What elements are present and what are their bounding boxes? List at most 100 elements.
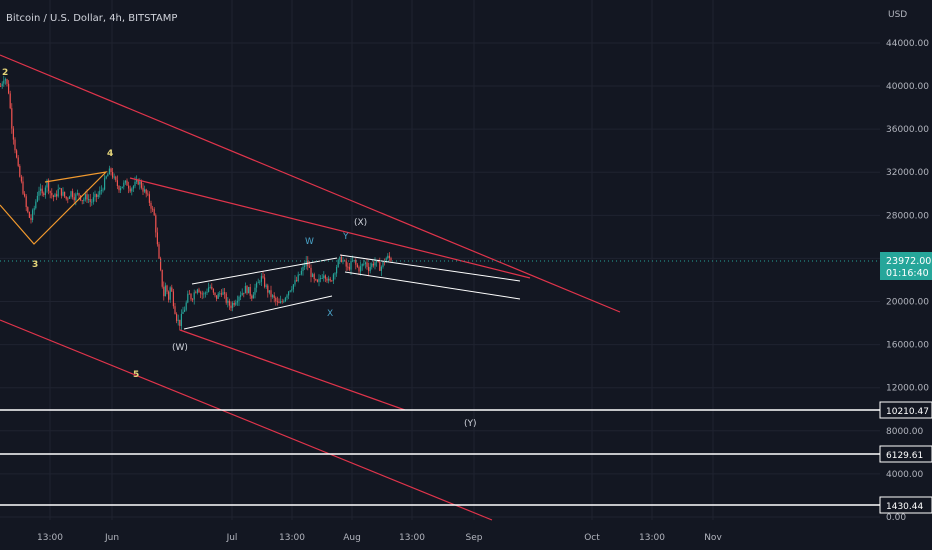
- candle-body-40: [64, 191, 66, 197]
- y-tick-1: 40000.00: [886, 82, 929, 92]
- y-tick-9: 8000.00: [886, 427, 923, 437]
- candle-body-131: [209, 286, 211, 288]
- orange-wave-lines: [0, 171, 108, 245]
- candle-body-199: [318, 278, 320, 282]
- candle-body-55: [88, 199, 90, 200]
- current-price-tag: 23972.00 01:16:40: [880, 252, 932, 280]
- candle-body-95: [152, 208, 154, 210]
- candle-body-136: [217, 293, 219, 299]
- wave-label-w: W: [305, 237, 314, 247]
- candle-body-34: [54, 194, 56, 198]
- candle-body-72: [115, 176, 117, 181]
- candle-body-111: [177, 319, 179, 321]
- candle-body-125: [200, 292, 202, 294]
- candle-body-29: [46, 180, 48, 188]
- candle-body-153: [244, 286, 246, 294]
- candle-body-185: [296, 280, 298, 282]
- candle-body-65: [104, 178, 106, 190]
- candle-body-162: [259, 281, 261, 283]
- candle-body-190: [304, 265, 306, 267]
- channel-middle-line: [129, 177, 531, 279]
- candle-body-127: [203, 293, 205, 295]
- candle-body-148: [236, 300, 238, 303]
- candle-body-139: [222, 292, 224, 295]
- candle-body-175: [280, 301, 282, 304]
- candle-body-138: [220, 293, 222, 295]
- candle-body-198: [316, 279, 318, 282]
- level-tag-3-bg: [879, 496, 932, 514]
- x-tick-3: 13:00: [279, 533, 305, 543]
- candle-body-63: [100, 190, 102, 191]
- candle-body-149: [238, 296, 240, 301]
- candle-body-164: [262, 276, 264, 278]
- candle-body-195: [312, 274, 314, 277]
- candle-body-51: [81, 200, 83, 202]
- candle-body-5: [8, 83, 10, 94]
- candle-body-31: [49, 191, 51, 193]
- candle-body-22: [35, 201, 37, 209]
- level-tag-2: 6129.61: [886, 451, 923, 461]
- candle-body-36: [57, 189, 59, 197]
- candle-body-13: [20, 176, 22, 182]
- wave-label-3: 3: [32, 260, 38, 270]
- candle-body-114: [182, 311, 184, 314]
- candle-body-212: [339, 256, 341, 260]
- flat-channel-top: [339, 254, 521, 282]
- candle-body-81: [129, 188, 131, 192]
- candle-body-173: [276, 301, 278, 303]
- candle-body-210: [336, 267, 338, 274]
- candle-body-96: [153, 209, 155, 216]
- candle-body-194: [310, 267, 312, 277]
- candle-body-90: [144, 189, 146, 192]
- candle-body-77: [123, 182, 125, 187]
- candle-body-3: [4, 79, 6, 81]
- x-tick-6: Sep: [466, 533, 483, 543]
- channel-bottom-line: [0, 319, 493, 521]
- candle-body-35: [56, 194, 58, 197]
- candle-body-188: [300, 270, 302, 275]
- candle-body-156: [249, 286, 251, 296]
- candle-body-222: [355, 259, 357, 265]
- candle-body-177: [283, 301, 285, 303]
- candle-body-39: [62, 191, 64, 196]
- wave-label-4: 4: [107, 149, 113, 159]
- x-tick-7: Oct: [584, 533, 600, 543]
- candle-body-8: [12, 128, 14, 140]
- candle-body-133: [212, 288, 214, 293]
- candle-body-116: [185, 302, 187, 310]
- orange-wave-1: [0, 171, 108, 245]
- candle-body-106: [169, 287, 171, 300]
- candle-body-124: [198, 289, 200, 293]
- candle-body-97: [155, 215, 157, 233]
- candle-body-241: [385, 258, 387, 263]
- candle-body-226: [361, 264, 363, 267]
- candle-body-75: [120, 188, 122, 191]
- rising-channel-top: [191, 257, 338, 285]
- candle-body-213: [340, 256, 342, 262]
- candle-body-48: [76, 193, 78, 195]
- candle-body-229: [366, 262, 368, 267]
- time-axis[interactable]: 13:00 Jun Jul 13:00 Aug 13:00 Sep Oct 13:00 Nov: [37, 533, 722, 543]
- candle-body-71: [113, 176, 115, 178]
- candle-body-130: [208, 287, 210, 292]
- candle-body-184: [294, 280, 296, 285]
- candle-body-80: [128, 185, 130, 189]
- candles: [0, 75, 392, 331]
- candle-body-135: [216, 295, 218, 299]
- candle-body-21: [33, 208, 35, 211]
- candle-body-166: [265, 285, 267, 287]
- candle-body-33: [52, 195, 54, 198]
- y-tick-10: 4000.00: [886, 470, 923, 480]
- candle-body-68: [108, 168, 110, 175]
- candle-body-27: [43, 193, 45, 195]
- candle-body-182: [291, 289, 293, 291]
- candle-body-44: [70, 191, 72, 197]
- candle-body-67: [107, 174, 109, 177]
- candle-body-16: [25, 196, 27, 208]
- candle-body-0: [0, 86, 2, 87]
- candle-body-187: [299, 274, 301, 276]
- candle-body-9: [14, 139, 16, 151]
- level-tags: 10210.47 6129.61 1430.44: [879, 401, 932, 514]
- y-tick-8: 12000.00: [886, 384, 929, 394]
